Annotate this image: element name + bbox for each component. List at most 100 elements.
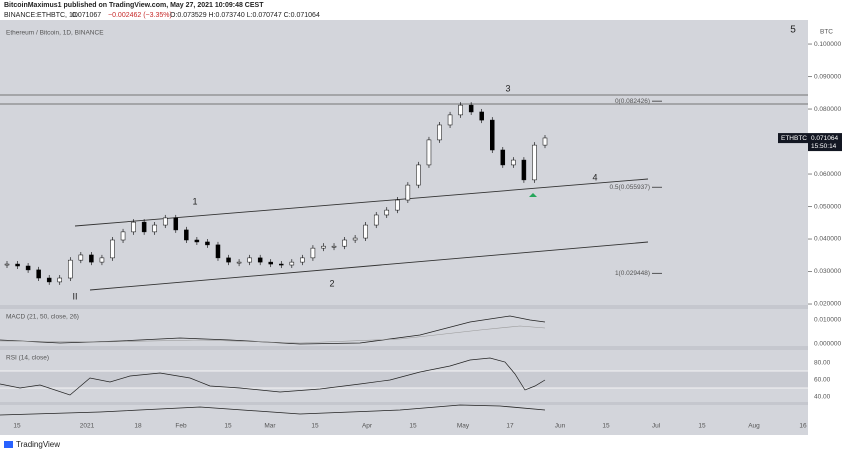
candle <box>4 263 10 266</box>
candle <box>300 257 305 263</box>
candle <box>226 257 231 263</box>
pane-separator <box>0 402 808 405</box>
x-tick-label: 15 <box>698 423 706 430</box>
candle <box>363 224 368 239</box>
candle <box>395 199 400 211</box>
x-tick-label: 17 <box>506 423 514 430</box>
chart-title: Ethereum / Bitcoin, 1D, BINANCE <box>6 30 104 37</box>
wave-label: 5 <box>790 25 796 36</box>
candle <box>521 159 527 181</box>
y-tick-label: 0.090000 <box>814 73 841 80</box>
candle <box>416 164 421 186</box>
candle <box>184 229 189 241</box>
candle <box>500 149 506 166</box>
candle <box>331 245 337 248</box>
x-tick-label: Feb <box>175 423 187 430</box>
candle <box>447 114 453 126</box>
rsi-band <box>0 371 808 388</box>
candle <box>490 119 495 151</box>
y-tick-label: 0.020000 <box>814 301 841 308</box>
x-tick-label: Apr <box>362 423 373 430</box>
y-tick-label: 0.050000 <box>814 203 841 210</box>
pane-tick-label: 0.000000 <box>814 341 841 348</box>
candle <box>162 217 168 226</box>
price-tag-box <box>778 133 808 144</box>
wave-label: 2 <box>329 278 334 288</box>
pane-separator <box>0 305 808 309</box>
indicator-line <box>0 404 546 416</box>
candle <box>120 231 126 241</box>
ohlc: O:0.073529 H:0.073740 L:0.070747 C:0.071… <box>170 12 320 19</box>
candle <box>468 104 474 113</box>
candle <box>141 221 147 233</box>
candle <box>310 247 316 259</box>
candle <box>89 254 94 263</box>
candle <box>384 209 390 216</box>
candle <box>110 239 115 259</box>
candle <box>36 269 41 279</box>
pane-tick-label: 0.010000 <box>814 317 841 324</box>
wave-label: 1 <box>192 196 197 206</box>
candle <box>511 159 516 166</box>
candle <box>352 237 358 241</box>
x-tick-label: Jul <box>652 423 661 430</box>
candle <box>131 221 136 233</box>
change: −0.002462 (−3.35%) <box>108 12 172 19</box>
x-tick-label: 15 <box>224 423 232 430</box>
candle <box>99 257 105 263</box>
candle <box>458 104 463 116</box>
candle <box>68 259 73 279</box>
y-tick-label: 0.100000 <box>814 41 841 48</box>
signal-arrow <box>529 193 537 197</box>
candle <box>426 139 432 166</box>
price-tag-symbol: ETHBTC <box>781 135 807 142</box>
candle <box>46 277 52 283</box>
channel-line <box>89 241 649 291</box>
candle <box>542 137 548 146</box>
candle <box>342 239 347 247</box>
price-tag-price: 0.071064 <box>811 135 838 142</box>
candle <box>405 184 411 201</box>
candle <box>279 263 284 266</box>
y-tick-label: 0.080000 <box>814 106 841 113</box>
fib-label: 1(0.029448) <box>615 270 650 277</box>
pane-title: MACD (21, 50, close, 26) <box>6 314 79 321</box>
candle <box>205 241 210 246</box>
pane-tick-label: 40.00 <box>814 394 831 401</box>
candle <box>257 257 263 263</box>
candle <box>268 261 273 265</box>
pane-tick-label: 80.00 <box>814 360 831 367</box>
candle <box>479 111 484 121</box>
pane-separator <box>0 346 808 350</box>
candle <box>215 244 221 259</box>
candle <box>57 277 62 283</box>
price-tag-box <box>808 133 842 152</box>
candle <box>194 239 200 243</box>
x-tick-label: 15 <box>13 423 21 430</box>
rsi-line <box>0 357 546 396</box>
x-tick-label: 16 <box>799 423 807 430</box>
price-tag-countdown: 15:50:14 <box>811 143 837 150</box>
x-tick-label: 15 <box>602 423 610 430</box>
x-tick-label: May <box>457 423 470 430</box>
candle <box>78 254 84 261</box>
symbol: BINANCE:ETHBTC, 1D <box>4 12 78 19</box>
candle <box>173 217 179 231</box>
pane-tick-label: 60.00 <box>814 377 831 384</box>
candle <box>152 224 157 233</box>
currency: BTC <box>820 29 833 36</box>
signal-line <box>0 325 546 344</box>
x-tick-label: 15 <box>311 423 319 430</box>
wave-label: II <box>72 291 77 301</box>
fib-label: 0(0.082426) <box>615 98 650 105</box>
x-tick-label: 18 <box>134 423 142 430</box>
fib-label: 0.5(0.055937) <box>610 184 650 191</box>
y-tick-label: 0.040000 <box>814 236 841 243</box>
pane-title: RSI (14, close) <box>6 355 49 362</box>
last-price: 0.071067 <box>72 12 101 19</box>
candle <box>289 261 295 266</box>
wave-label: 3 <box>505 83 510 93</box>
y-tick-label: 0.060000 <box>814 171 841 178</box>
